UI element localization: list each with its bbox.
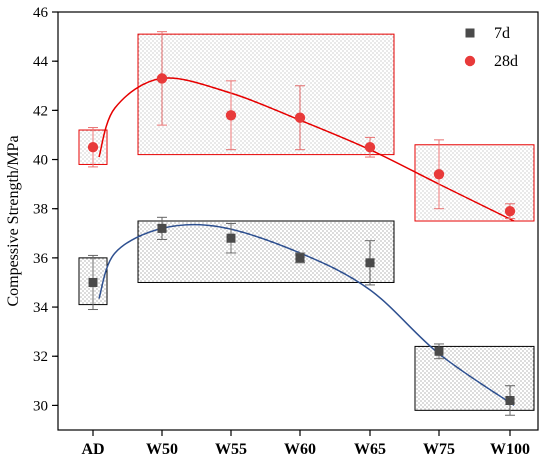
x-tick-label: W60: [284, 441, 316, 458]
x-tick-label: W50: [146, 441, 178, 458]
group-boxes: [78, 33, 535, 411]
group-box-7d: [137, 220, 395, 283]
y-axis-ticks: 30 32 34 36 38 40 42 44 46: [33, 5, 58, 414]
y-tick-label: 34: [33, 300, 49, 316]
x-tick-label: AD: [81, 441, 104, 458]
point-28d: [156, 73, 168, 84]
point-7d: [505, 395, 515, 405]
legend-label-28d: 28d: [494, 53, 518, 70]
plot-frame: [57, 11, 539, 431]
x-tick-label: W100: [490, 441, 530, 458]
x-tick-label: W65: [354, 441, 386, 458]
legend-marker-28d: [464, 55, 476, 67]
point-28d: [225, 110, 237, 121]
y-tick-label: 36: [33, 251, 49, 267]
point-28d: [504, 205, 516, 217]
y-tick-label: 44: [33, 54, 49, 70]
point-28d: [433, 169, 445, 180]
point-7d: [365, 258, 375, 268]
legend: 7d 28d: [464, 25, 518, 70]
point-7d: [295, 253, 305, 263]
group-box-28d: [414, 144, 535, 222]
legend-marker-7d: [465, 28, 475, 38]
point-7d: [434, 346, 444, 356]
y-tick-label: 38: [33, 202, 48, 218]
y-tick-label: 42: [33, 103, 48, 119]
group-box-28d: [137, 33, 395, 156]
point-28d: [87, 142, 99, 153]
legend-label-7d: 7d: [494, 25, 510, 42]
y-tick-label: 30: [33, 398, 48, 414]
group-box-7d: [414, 345, 535, 411]
point-7d: [226, 233, 236, 243]
y-tick-label: 46: [33, 5, 49, 21]
y-tick-label: 40: [33, 153, 48, 169]
point-7d: [157, 223, 167, 233]
point-28d: [294, 112, 306, 123]
x-tick-label: W75: [423, 441, 455, 458]
point-28d: [364, 142, 376, 153]
data-points: [87, 73, 516, 405]
y-tick-label: 32: [33, 349, 48, 365]
x-axis-ticks: AD W50 W55 W60 W65 W75 W100: [81, 430, 530, 458]
y-axis-title: Compessive Strength/MPa: [5, 135, 22, 306]
x-tick-label: W55: [215, 441, 247, 458]
point-7d: [88, 277, 98, 287]
